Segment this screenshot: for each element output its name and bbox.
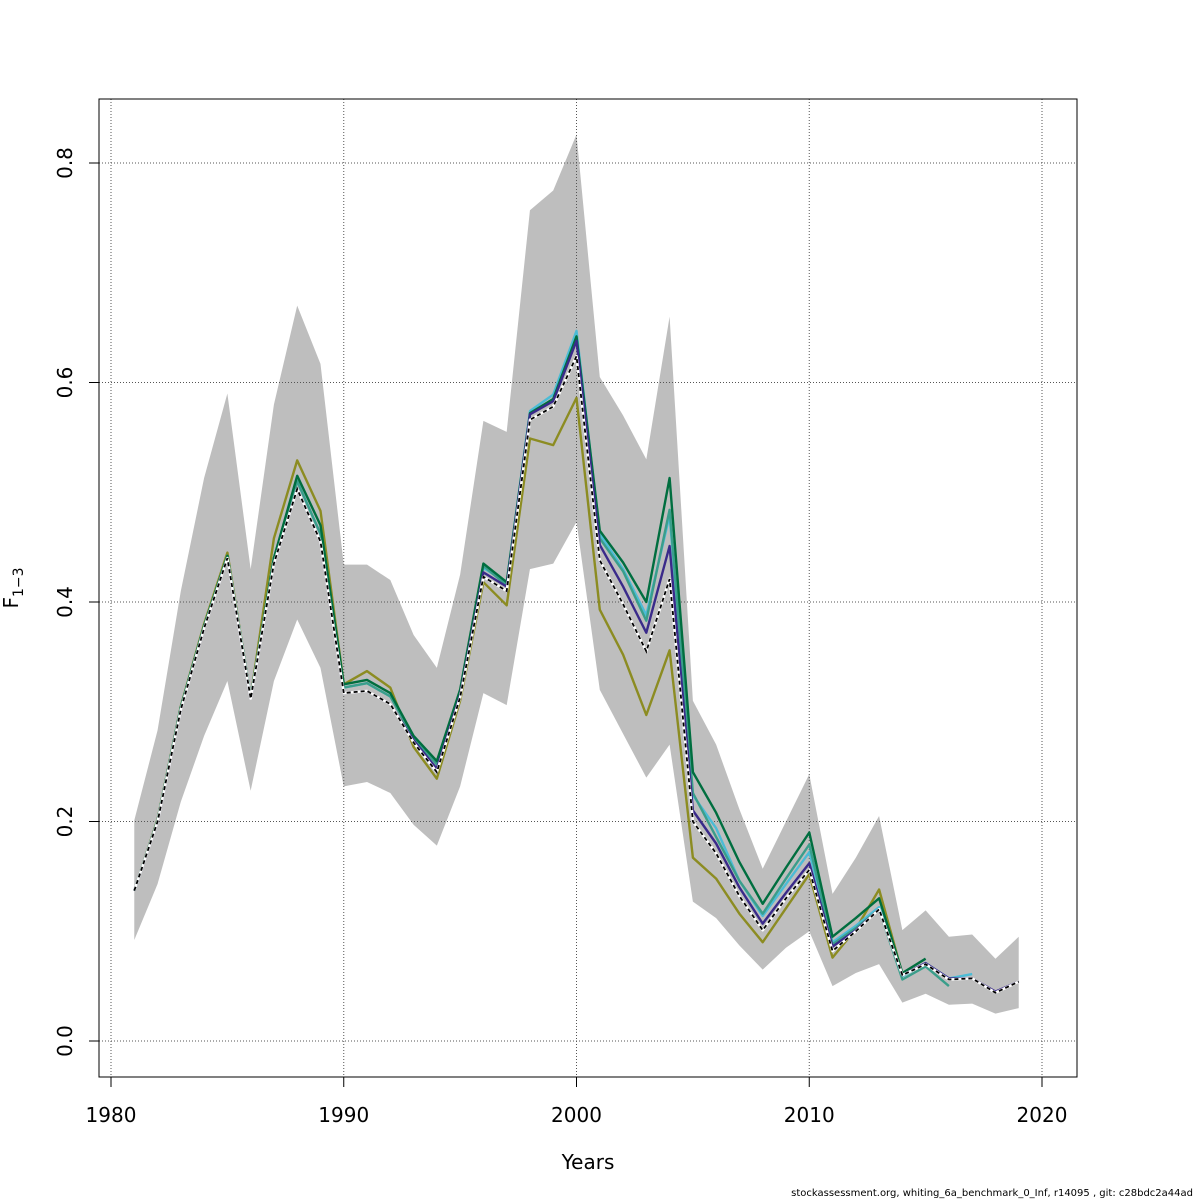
y-axis-title-base: F bbox=[0, 597, 23, 609]
y-axis-title: F1−3 bbox=[0, 567, 27, 608]
x-tick-label: 1980 bbox=[86, 1103, 137, 1127]
y-tick-label: 0.4 bbox=[53, 586, 77, 618]
x-tick-label: 1990 bbox=[318, 1103, 369, 1127]
x-tick-label: 2020 bbox=[1017, 1103, 1068, 1127]
y-tick-label: 0.0 bbox=[53, 1025, 77, 1057]
y-axis-title-subscript: 1−3 bbox=[11, 567, 27, 597]
footer-note: stockassessment.org, whiting_6a_benchmar… bbox=[791, 1188, 1193, 1199]
x-tick-label: 2010 bbox=[784, 1103, 835, 1127]
confidence-band-layer bbox=[134, 134, 1019, 1014]
grid-layer bbox=[99, 99, 1077, 1077]
series-line-5 bbox=[133, 352, 1020, 994]
y-tick-label: 0.2 bbox=[53, 806, 77, 838]
axis-layer: 1980 1990 2000 2010 2020 0.0 0.2 0.4 0.6 0.8 bbox=[53, 147, 1067, 1127]
svg-text:F1−3: F1−3 bbox=[0, 567, 27, 608]
x-axis-title: Years bbox=[561, 1150, 615, 1174]
confidence-band bbox=[134, 134, 1019, 1014]
series-layer bbox=[133, 329, 1020, 994]
y-tick-label: 0.6 bbox=[53, 367, 77, 399]
y-tick-label: 0.8 bbox=[53, 147, 77, 179]
series-line-0 bbox=[133, 396, 904, 975]
x-tick-label: 2000 bbox=[551, 1103, 602, 1127]
